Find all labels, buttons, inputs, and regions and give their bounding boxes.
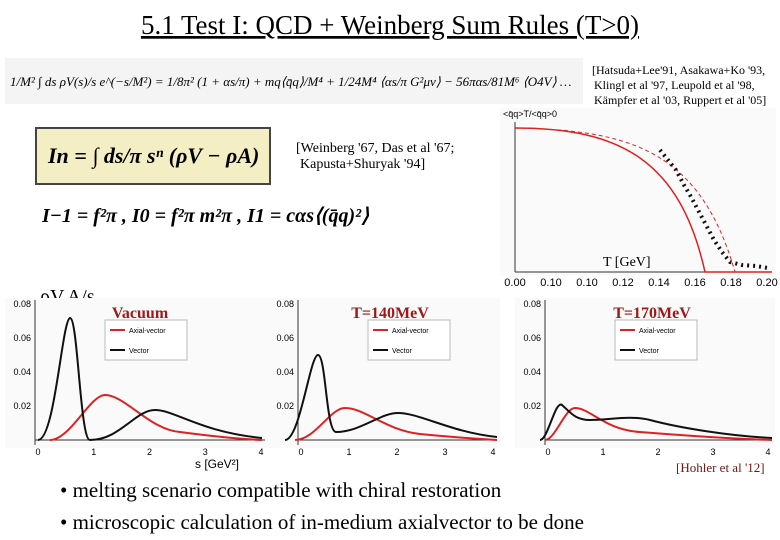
y-label: <q̄q>T/<q̄q>0 — [503, 109, 557, 119]
x-tick-label: 1 — [600, 447, 605, 457]
x-tick-label: 0.16 — [684, 277, 705, 289]
x-tick-label: 4 — [765, 447, 770, 457]
x-tick-label: 0.00 — [504, 277, 525, 289]
x-tick-label: 0 — [545, 447, 550, 457]
title: 5.1 Test I: QCD + Weinberg Sum Rules (T>… — [141, 10, 639, 40]
legend-label: Vector — [129, 348, 150, 355]
y-tick-label: 0.06 — [13, 333, 31, 343]
qcd-ref: [Hatsuda+Lee'91, Asakawa+Ko '93, — [592, 63, 765, 77]
weinberg-ref: Kapusta+Shuryak '94] — [300, 157, 425, 172]
y-tick-label: 0.08 — [13, 299, 31, 309]
moments: I−1 = f²π , I0 = f²π m²π , I1 = cαs⟨(q̄q… — [41, 205, 369, 227]
x-tick-label: 0.10 — [540, 277, 561, 289]
legend — [367, 319, 451, 361]
x-tick-label: 4 — [490, 447, 495, 457]
x-tick-label: 2 — [394, 447, 399, 457]
x-tick-label: 0 — [298, 447, 303, 457]
vector-curve — [37, 316, 263, 442]
y-tick-label: 0.06 — [276, 333, 294, 343]
x-tick-label: 0.10 — [576, 277, 597, 289]
qcd-ref: Kämpfer et al '03, Ruppert et al '05] — [594, 93, 766, 107]
y-tick-label: 0.08 — [276, 299, 294, 309]
x-tick-label: 0 — [35, 447, 40, 457]
axial-curve — [544, 406, 773, 441]
weinberg-formula: In = ∫ ds/π sⁿ (ρV − ρA) — [47, 143, 259, 169]
legend-label: Vector — [639, 348, 660, 355]
curve — [514, 127, 772, 273]
y-tick-label: 0.04 — [523, 367, 541, 377]
plot-title: T=140MeV — [351, 305, 429, 322]
y-tick-label: 0.02 — [523, 401, 541, 411]
y-tick-label: 0.04 — [13, 367, 31, 377]
x-tick-label: 2 — [655, 447, 660, 457]
qcd-ref: Klingl et al '97, Leupold et al '98, — [594, 78, 755, 92]
y-tick-label: 0.02 — [276, 401, 294, 411]
formula-image — [5, 58, 583, 104]
y-tick-label: 0.06 — [523, 333, 541, 343]
y-tick-label: 0.08 — [523, 299, 541, 309]
sum-rule: 1/M² ∫ ds ρV(s)/s e^(−s/M²) = 1/8π² (1 +… — [10, 74, 571, 90]
axial-curve — [49, 393, 263, 441]
x-tick-label: 3 — [203, 447, 208, 457]
vector-curve — [539, 403, 773, 441]
lattice-points — [658, 148, 769, 270]
s-label: s [GeV²] — [195, 457, 239, 471]
y-tick-label: 0.04 — [276, 367, 294, 377]
bullet: • microscopic calculation of in-medium a… — [60, 510, 584, 534]
y-tick-label: 0.02 — [13, 401, 31, 411]
bullet: • melting scenario compatible with chira… — [60, 478, 502, 502]
legend-label: Axial-vector — [129, 328, 166, 335]
x-tick-label: 0.12 — [612, 277, 633, 289]
plot-title: T=170MeV — [613, 305, 691, 322]
plot-title: Vacuum — [112, 305, 169, 322]
spectral-ref: [Hohler et al '12] — [676, 460, 765, 475]
x-tick-label: 0.20 — [756, 277, 777, 289]
x-tick-label: 0.14 — [648, 277, 669, 289]
x-tick-label: 3 — [442, 447, 447, 457]
weinberg-box — [35, 127, 271, 185]
condensate-plot — [500, 108, 776, 276]
x-tick-label: 1 — [91, 447, 96, 457]
legend-label: Axial-vector — [639, 328, 676, 335]
x-tick-label: 4 — [258, 447, 263, 457]
legend-label: Vector — [392, 348, 413, 355]
legend-label: Axial-vector — [392, 328, 429, 335]
x-tick-label: 0.18 — [720, 277, 741, 289]
x-tick-label: 2 — [147, 447, 152, 457]
legend — [104, 319, 188, 361]
x-tick-label: 1 — [346, 447, 351, 457]
x-label: T [GeV] — [603, 255, 651, 270]
curve — [514, 127, 736, 273]
vector-curve — [284, 353, 498, 441]
weinberg-ref: [Weinberg '67, Das et al '67; — [296, 141, 454, 156]
x-tick-label: 3 — [710, 447, 715, 457]
legend — [614, 319, 698, 361]
